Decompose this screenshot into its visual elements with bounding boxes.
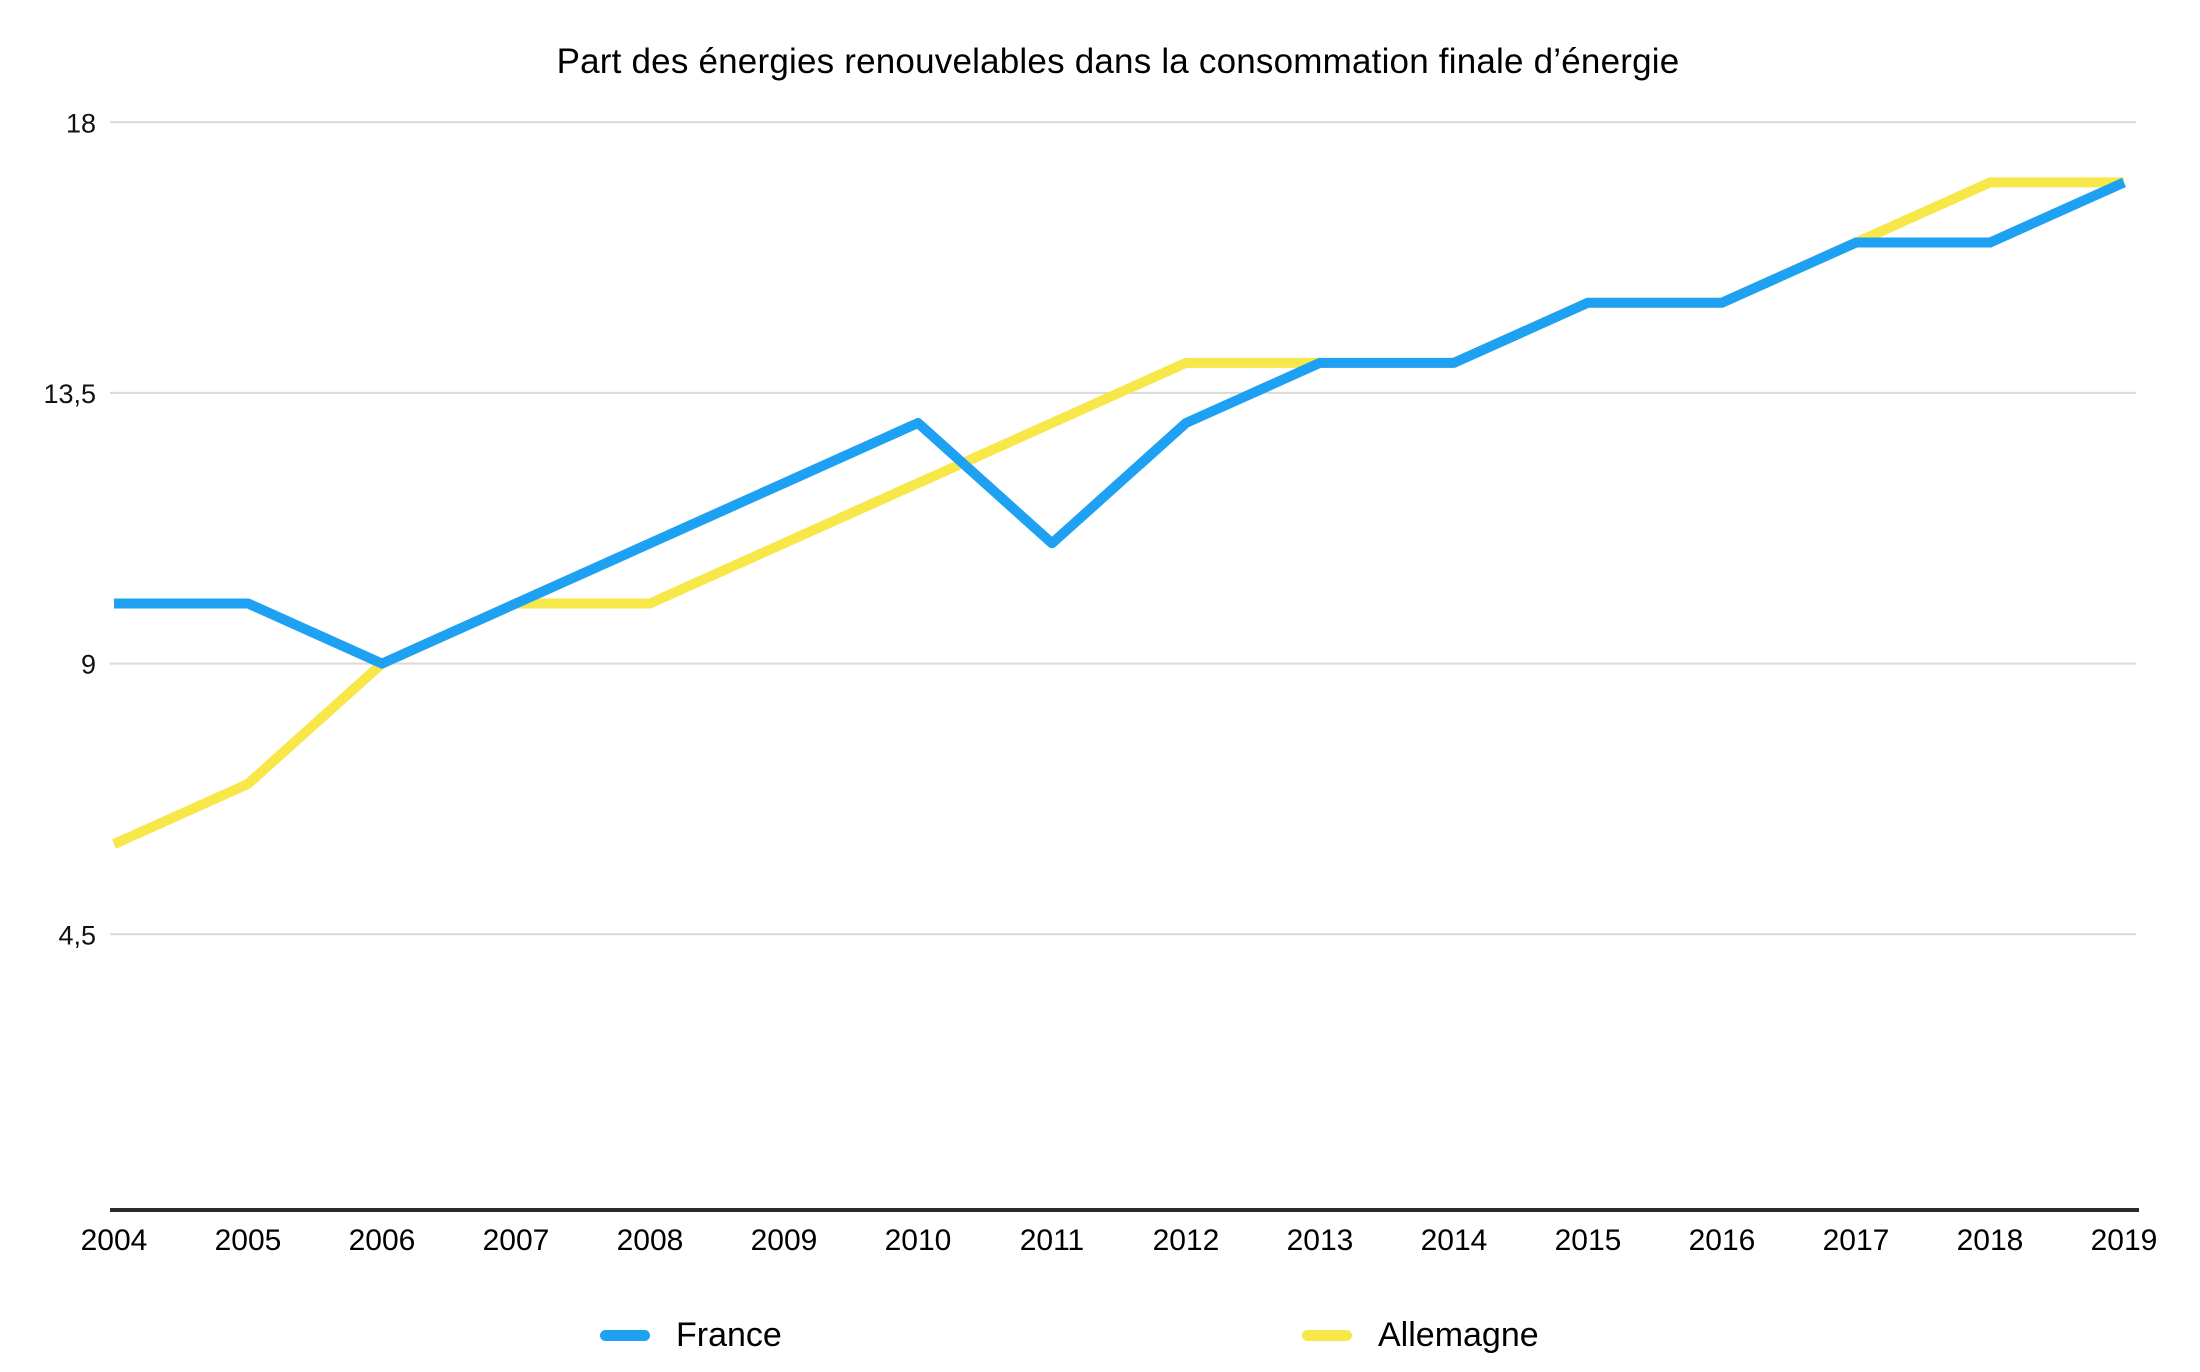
legend-item-allemagne: Allemagne (1302, 1312, 1539, 1358)
chart-legend: France Allemagne (0, 1312, 2200, 1358)
chart-title: Part des énergies renouvelables dans la … (556, 42, 1680, 81)
legend-item-france: France (600, 1312, 782, 1358)
allemagne-line-swatch (1302, 1329, 1352, 1341)
france-line-swatch (600, 1329, 650, 1341)
x-axis-tick-label: 2008 (617, 1224, 684, 1257)
y-axis-tick-label: 13,5 (43, 379, 96, 409)
legend-label-allemagne: Allemagne (1378, 1315, 1539, 1354)
x-axis-tick-label: 2004 (81, 1224, 148, 1257)
series-line-allemagne (111, 177, 2124, 849)
x-axis-tick-label: 2011 (1020, 1224, 1085, 1257)
x-axis-tick-label: 2015 (1555, 1224, 1622, 1257)
y-axis-tick-label: 18 (66, 108, 96, 138)
series-line-france (114, 177, 2127, 669)
x-axis-tick-label: 2013 (1287, 1224, 1354, 1257)
x-axis-tick-label: 2018 (1957, 1224, 2024, 1257)
x-axis-tick-label: 2019 (2091, 1224, 2158, 1257)
x-axis-tick-label: 2017 (1823, 1224, 1890, 1257)
x-axis-tick-label: 2005 (215, 1224, 282, 1257)
x-axis-tick-label: 2006 (349, 1224, 416, 1257)
y-axis-tick-label: 9 (81, 650, 96, 680)
x-axis-tick-label: 2009 (751, 1224, 818, 1257)
legend-label-france: France (676, 1315, 782, 1354)
y-axis-tick-label: 4,5 (58, 920, 96, 950)
x-axis-tick-label: 2012 (1153, 1224, 1220, 1257)
x-axis-tick-label: 2007 (483, 1224, 550, 1257)
x-axis-tick-label: 2016 (1689, 1224, 1756, 1257)
x-axis-tick-label: 2010 (885, 1224, 952, 1257)
x-axis-tick-label: 2014 (1421, 1224, 1488, 1257)
